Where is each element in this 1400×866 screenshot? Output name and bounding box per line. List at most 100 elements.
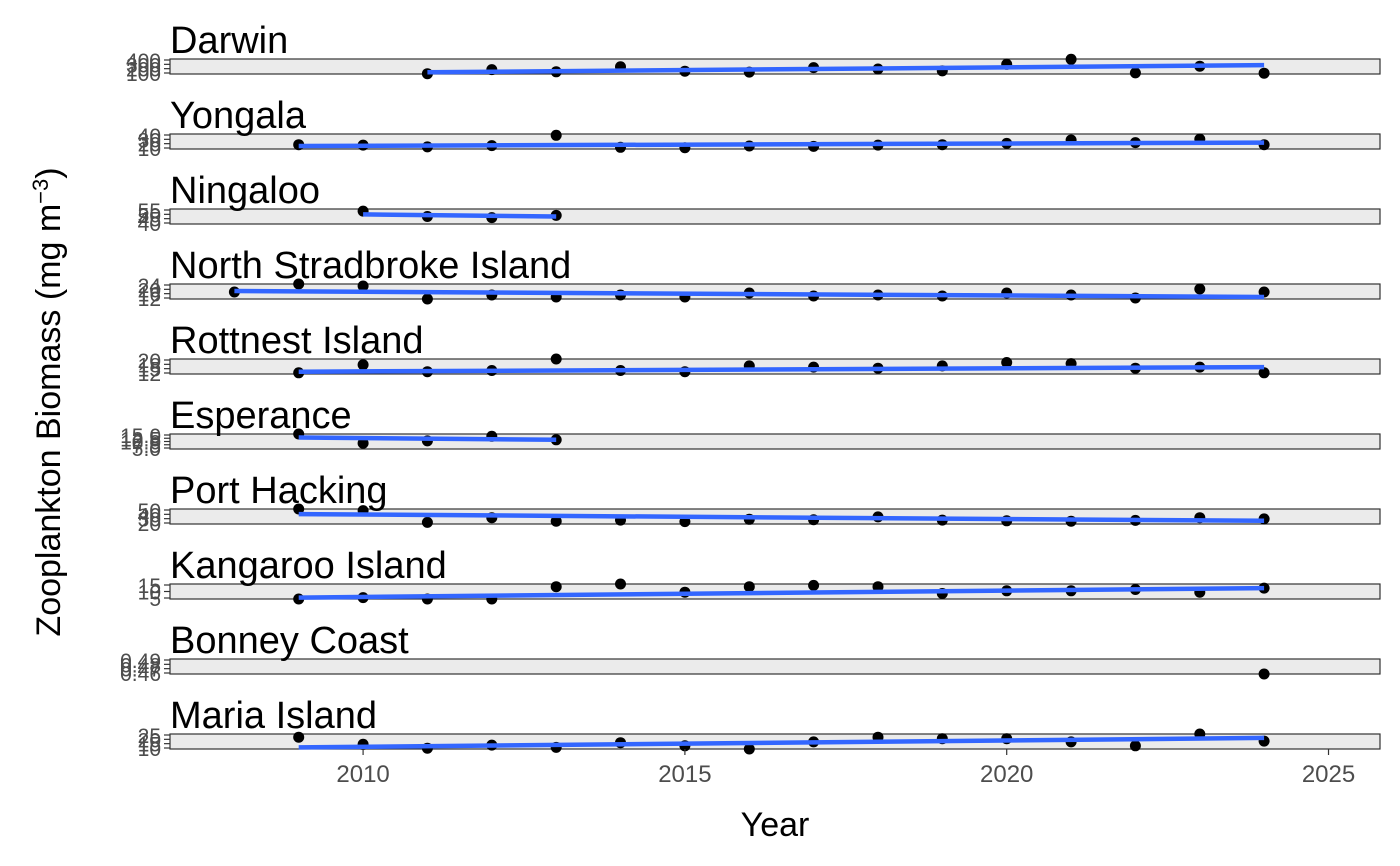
y-tick-label: 10 [138,138,161,161]
panel-title: North Stradbroke Island [170,245,571,287]
y-tick-label: 10 [138,582,161,605]
y-tick-label: 40 [138,213,161,236]
y-axis-title-superscript: −3 [28,179,53,204]
data-point [1258,67,1270,79]
x-axis: 2010 2015 2020 2025 [336,749,1355,788]
data-point [421,516,433,528]
y-tick-label: 20 [138,513,161,536]
y-tick-label: 0.48 [120,654,161,677]
y-axis-title-close: ) [30,167,68,178]
data-point [293,503,305,515]
data-point [1129,67,1141,79]
data-point [550,515,562,527]
y-tick-label: 5 [149,588,161,611]
x-tick-label: 2020 [980,761,1033,788]
y-tick-label: 12 [138,363,161,386]
y-tick-label: 300 [126,54,161,77]
y-tick-label: 12.5 [120,428,161,451]
y-tick-label: 20 [138,350,161,373]
x-tick-label: 2015 [658,761,711,788]
trend-line [298,735,1265,750]
y-axis-title: Zooplankton Biomass (mg m−3) [28,167,68,636]
data-point [1001,357,1013,368]
y-tick-label: 15.0 [120,425,161,448]
trend-line [298,511,1265,524]
y-tick-label: 40 [138,504,161,527]
panel-title: Esperance [170,395,352,437]
panels-layer: Darwin100200300400Yongala10203040Ningalo… [120,20,1381,761]
trend-line [427,62,1265,75]
y-tick-label: 7.5 [132,435,161,458]
data-point [550,581,562,593]
panel-title: Yongala [170,95,307,137]
y-tick-label: 0.49 [120,650,161,673]
x-axis-title: Year [741,806,810,844]
y-tick-label: 50 [138,500,161,523]
trend-line [298,364,1265,374]
y-tick-label: 50 [138,204,161,227]
data-point [293,731,305,743]
y-axis-title-main: Zooplankton Biomass (mg m [30,204,68,637]
data-point [808,579,820,591]
panel: Esperance 5.07.510.012.515.0 [120,395,1381,461]
trend-line [298,585,1265,600]
y-tick-label: 10.0 [120,432,161,455]
data-point [1065,53,1077,65]
trend-line [298,140,1265,149]
data-point [357,280,369,292]
data-point [872,581,884,593]
panel: Bonney Coast 0.460.470.480.49 [120,620,1381,686]
y-tick-label: 0.46 [120,663,161,686]
trend-line [234,288,1265,300]
data-point [1258,367,1270,379]
data-point [550,129,562,141]
y-tick-label: 15 [138,575,161,598]
y-tick-label: 20 [138,134,161,157]
panel-title: Maria Island [170,695,377,737]
data-point [357,437,369,449]
panel-title: Port Hacking [170,470,388,512]
y-tick-label: 16 [138,284,161,307]
panel-title: Bonney Coast [170,620,409,662]
y-tick-label: 24 [138,275,162,298]
y-tick-label: 15 [138,359,161,382]
y-tick-label: 30 [138,509,161,532]
y-tick-label: 10 [138,738,161,761]
y-tick-label: 40 [138,125,161,148]
panel-background [169,658,1381,675]
y-tick-label: 5.0 [132,438,161,461]
data-point [293,278,305,290]
trend-line [363,212,557,219]
y-tick-label: 20 [138,729,161,752]
data-point [550,353,562,365]
x-tick-label: 2025 [1302,761,1355,788]
panel-title: Darwin [170,20,288,62]
panel-title: Rottnest Island [170,320,423,362]
data-point [421,293,433,305]
y-tick-label: 18 [138,354,161,377]
y-tick-label: 25 [138,725,161,748]
data-point [743,581,755,593]
y-tick-label: 30 [138,129,161,152]
panel-title: Ningaloo [170,170,320,212]
x-tick-label: 2010 [336,761,389,788]
trend-line [298,435,557,443]
data-point [1194,283,1206,295]
y-tick-label: 200 [126,59,161,82]
data-point [1129,740,1141,752]
data-point [357,359,369,371]
y-tick-label: 100 [126,63,161,86]
y-tick-label: 55 [138,200,161,223]
y-tick-label: 20 [138,279,161,302]
y-tick-label: 12 [138,288,161,311]
y-tick-label: 15 [138,734,161,757]
y-tick-label: 45 [138,209,161,232]
